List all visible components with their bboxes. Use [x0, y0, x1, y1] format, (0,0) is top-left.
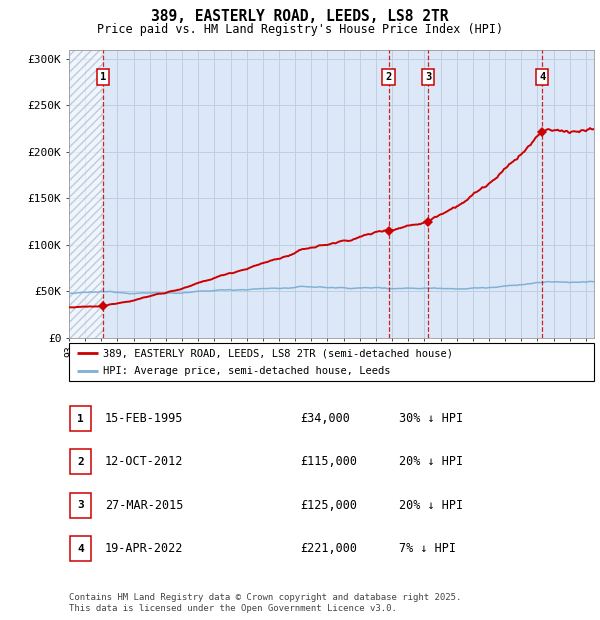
Text: 2: 2 — [385, 72, 392, 82]
Text: 1: 1 — [77, 414, 84, 423]
Text: 20% ↓ HPI: 20% ↓ HPI — [399, 456, 463, 468]
Text: £125,000: £125,000 — [300, 499, 357, 511]
Text: 30% ↓ HPI: 30% ↓ HPI — [399, 412, 463, 425]
Text: 3: 3 — [425, 72, 431, 82]
Text: 4: 4 — [77, 544, 84, 554]
Text: 7% ↓ HPI: 7% ↓ HPI — [399, 542, 456, 555]
Text: 12-OCT-2012: 12-OCT-2012 — [105, 456, 184, 468]
Text: £34,000: £34,000 — [300, 412, 350, 425]
Text: Price paid vs. HM Land Registry's House Price Index (HPI): Price paid vs. HM Land Registry's House … — [97, 23, 503, 36]
Text: £115,000: £115,000 — [300, 456, 357, 468]
Text: 1: 1 — [100, 72, 106, 82]
Text: 27-MAR-2015: 27-MAR-2015 — [105, 499, 184, 511]
Text: 19-APR-2022: 19-APR-2022 — [105, 542, 184, 555]
Text: 3: 3 — [77, 500, 84, 510]
Bar — [69, 50, 103, 338]
Text: HPI: Average price, semi-detached house, Leeds: HPI: Average price, semi-detached house,… — [103, 366, 391, 376]
Text: 389, EASTERLY ROAD, LEEDS, LS8 2TR (semi-detached house): 389, EASTERLY ROAD, LEEDS, LS8 2TR (semi… — [103, 348, 453, 358]
Text: 4: 4 — [539, 72, 545, 82]
Text: 389, EASTERLY ROAD, LEEDS, LS8 2TR: 389, EASTERLY ROAD, LEEDS, LS8 2TR — [151, 9, 449, 24]
Text: 2: 2 — [77, 457, 84, 467]
Text: 15-FEB-1995: 15-FEB-1995 — [105, 412, 184, 425]
Text: £221,000: £221,000 — [300, 542, 357, 555]
Text: 20% ↓ HPI: 20% ↓ HPI — [399, 499, 463, 511]
Text: Contains HM Land Registry data © Crown copyright and database right 2025.
This d: Contains HM Land Registry data © Crown c… — [69, 593, 461, 613]
